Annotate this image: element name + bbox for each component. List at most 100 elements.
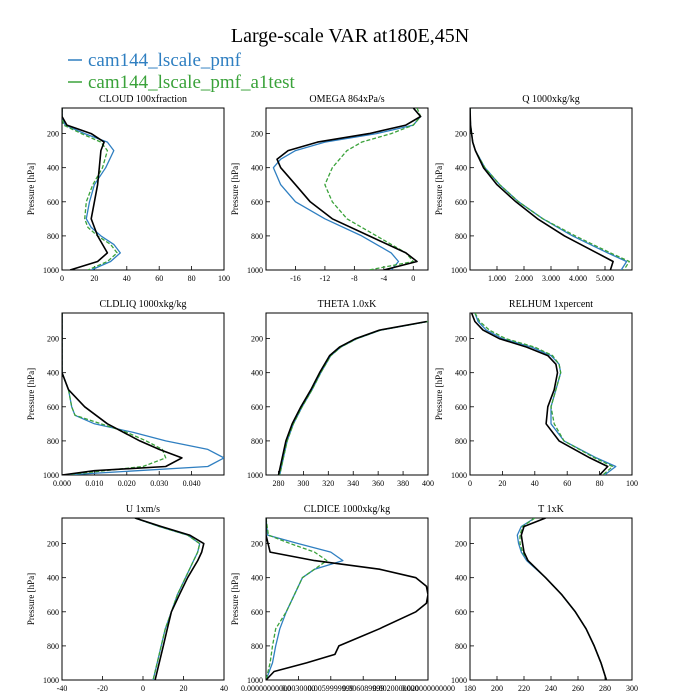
y-tick-label: 200 [47, 130, 59, 139]
series-line-2 [62, 108, 118, 270]
x-tick-label: -8 [351, 274, 358, 283]
x-tick-label: 220 [518, 684, 530, 693]
x-tick-label: 3.000 [542, 274, 560, 283]
y-tick-label: 1000 [247, 676, 263, 685]
y-axis-label: Pressure [hPa] [26, 368, 36, 420]
legend-label-2: cam144_lscale_pmf_a1test [88, 72, 296, 93]
y-tick-label: 200 [455, 540, 467, 549]
y-tick-label: 800 [455, 642, 467, 651]
x-tick-label: 0.020000000000 [401, 684, 455, 693]
x-tick-label: 240 [545, 684, 557, 693]
x-tick-label: 40 [123, 274, 131, 283]
y-tick-label: 400 [455, 369, 467, 378]
panel-title: OMEGA 864xPa/s [309, 94, 384, 105]
x-tick-label: 400 [422, 479, 434, 488]
x-tick-label: 0.0020000000 [373, 684, 419, 693]
panel-title: THETA 1.0xK [318, 299, 377, 310]
y-axis-label: Pressure [hPa] [434, 163, 444, 215]
series-line-3 [470, 313, 609, 475]
x-tick-label: 20 [90, 274, 98, 283]
y-tick-label: 200 [455, 335, 467, 344]
y-tick-label: 600 [47, 198, 59, 207]
x-tick-label: 100 [218, 274, 230, 283]
y-tick-label: 400 [455, 164, 467, 173]
series-line-3 [266, 518, 428, 680]
figure-title: Large-scale VAR at180E,45N [231, 25, 469, 47]
x-tick-label: -16 [290, 274, 301, 283]
y-tick-label: 200 [455, 130, 467, 139]
series-line-3 [62, 313, 183, 475]
x-tick-label: 380 [397, 479, 409, 488]
x-tick-label: 0 [411, 274, 415, 283]
panel-frame [469, 312, 633, 476]
series-line-1 [516, 518, 608, 680]
panel-frame [61, 517, 225, 681]
x-tick-label: 0 [60, 274, 64, 283]
y-tick-label: 600 [455, 608, 467, 617]
x-tick-label: -4 [380, 274, 387, 283]
y-tick-label: 400 [455, 574, 467, 583]
y-tick-label: 600 [47, 403, 59, 412]
x-tick-label: 0.010 [85, 479, 103, 488]
x-tick-label: 340 [347, 479, 359, 488]
y-tick-label: 400 [47, 574, 59, 583]
x-tick-label: 0.006089999 [342, 684, 384, 693]
panel-frame [61, 312, 225, 476]
y-axis-label: Pressure [hPa] [230, 163, 240, 215]
x-tick-label: 260 [572, 684, 584, 693]
panel-frame [469, 517, 633, 681]
panel-title: Q 1000xkg/kg [522, 94, 580, 105]
y-tick-label: 400 [251, 369, 263, 378]
y-tick-label: 800 [251, 642, 263, 651]
series-line-2 [279, 320, 428, 475]
panel-title: T 1xK [538, 504, 564, 515]
x-tick-label: 360 [372, 479, 384, 488]
y-tick-label: 1000 [43, 471, 59, 480]
panel-title: U 1xm/s [126, 504, 160, 515]
x-tick-label: 100 [626, 479, 638, 488]
series-line-1 [272, 108, 422, 270]
y-tick-label: 600 [251, 403, 263, 412]
y-tick-label: 1000 [247, 471, 263, 480]
x-tick-label: 80 [188, 274, 196, 283]
y-tick-label: 1000 [451, 676, 467, 685]
x-tick-label: 5.000 [596, 274, 614, 283]
y-tick-label: 400 [47, 164, 59, 173]
x-tick-label: 1.000 [488, 274, 506, 283]
y-tick-label: 600 [455, 403, 467, 412]
x-tick-label: 0.030 [150, 479, 168, 488]
x-tick-label: 20 [498, 479, 506, 488]
panel-title: CLDLIQ 1000xkg/kg [100, 299, 187, 310]
y-tick-label: 600 [251, 608, 263, 617]
series-line-3 [134, 518, 205, 680]
series-line-3 [276, 108, 422, 270]
y-tick-label: 800 [47, 437, 59, 446]
series-line-2 [474, 313, 614, 475]
x-tick-label: 4.000 [569, 274, 587, 283]
y-tick-label: 800 [251, 437, 263, 446]
y-tick-label: 600 [251, 198, 263, 207]
x-tick-label: 0.0030000 [281, 684, 315, 693]
series-line-3 [277, 320, 427, 475]
y-tick-label: 1000 [451, 266, 467, 275]
x-tick-label: 0.020 [118, 479, 136, 488]
x-tick-label: 0.0059999999 [308, 684, 354, 693]
panel-3: Q 1000xkg/kg 200 400 600 800 1000 1.000 2.000 3.… [434, 94, 633, 283]
y-tick-label: 800 [251, 232, 263, 241]
y-tick-label: 800 [455, 232, 467, 241]
series-line-2 [519, 518, 608, 680]
x-tick-label: 280 [599, 684, 611, 693]
series-line-1 [134, 518, 201, 680]
legend-label-1: cam144_lscale_pmf [88, 50, 242, 71]
x-tick-label: -40 [57, 684, 68, 693]
x-tick-label: 200 [491, 684, 503, 693]
y-axis-label: Pressure [hPa] [26, 573, 36, 625]
y-tick-label: 200 [47, 335, 59, 344]
y-tick-label: 600 [455, 198, 467, 207]
x-tick-label: 0 [141, 684, 145, 693]
series-line-1 [279, 320, 428, 475]
